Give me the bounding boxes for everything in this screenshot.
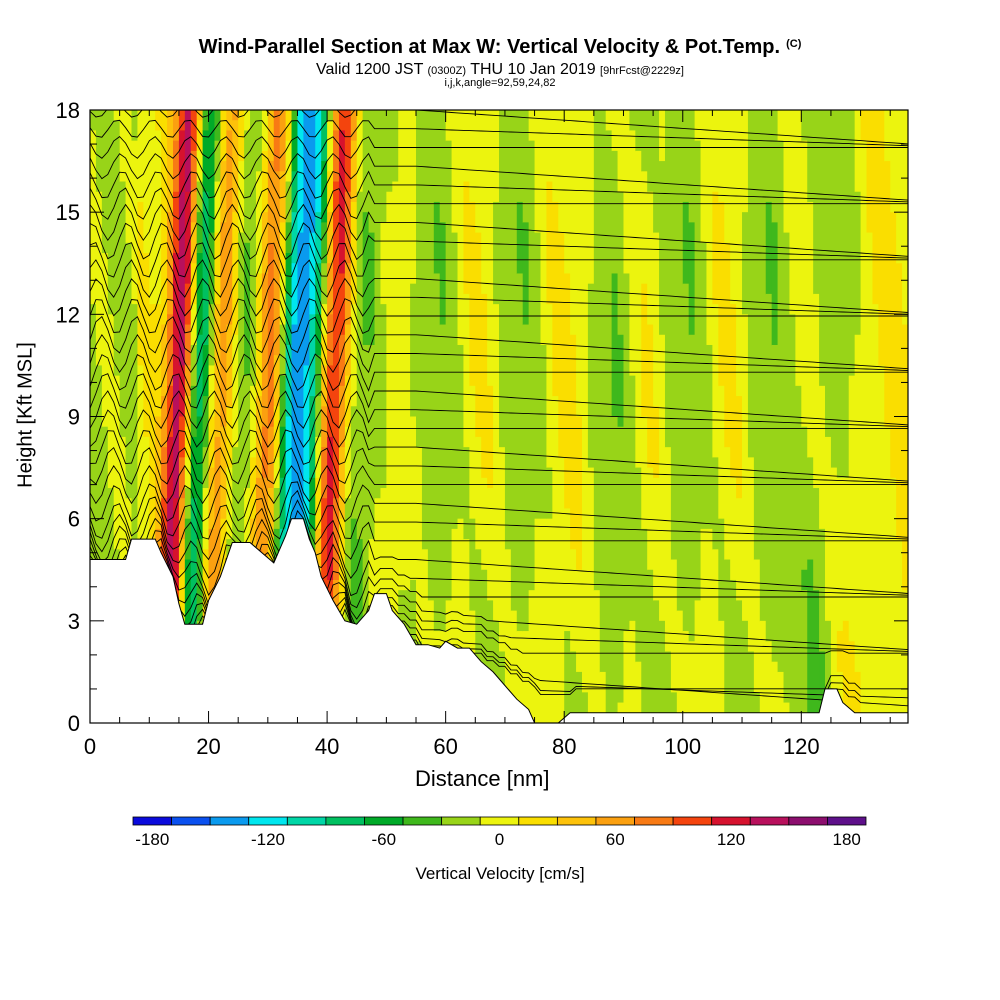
- x-tick-label: 20: [196, 734, 220, 759]
- isentrope-line: [90, 509, 908, 594]
- colorbar-bin: [827, 816, 867, 826]
- colorbar-bin: [749, 816, 790, 826]
- potential-temperature-contours: [90, 86, 908, 707]
- colorbar-tick-label: -120: [251, 830, 285, 849]
- colorbar-bin: [479, 816, 520, 826]
- isentrope-line: [90, 135, 908, 159]
- isentrope-line: [90, 170, 908, 203]
- isentrope-line: [90, 481, 908, 538]
- colorbar-bin: [788, 816, 828, 826]
- isentrope-line: [90, 499, 908, 561]
- colorbar-label: Vertical Velocity [cm/s]: [415, 864, 585, 883]
- valid-date: THU 10 Jan 2019: [470, 61, 596, 78]
- valid-time-subtitle: Valid 1200 JST (0300Z) THU 10 Jan 2019 […: [0, 61, 1000, 79]
- isentrope-line: [90, 408, 908, 448]
- isentrope-line: [90, 465, 908, 505]
- copyright-mark: (C): [786, 38, 802, 50]
- colorbar-bin: [711, 816, 751, 826]
- isentrope-line: [90, 521, 908, 597]
- y-tick-label: 12: [56, 302, 80, 327]
- isentrope-line: [90, 373, 908, 426]
- valid-utc: (0300Z): [427, 65, 467, 77]
- colorbar-tick-label: 120: [717, 830, 745, 849]
- section-parameters: i,j,k,angle=92,59,24,82: [444, 77, 556, 89]
- colorbar-bin: [672, 816, 713, 826]
- colorbar-tick-label: 0: [495, 830, 504, 849]
- isentrope-line: [90, 489, 908, 540]
- colorbar-bin: [248, 816, 288, 826]
- y-tick-label: 15: [56, 200, 80, 225]
- colorbar-bin: [132, 816, 172, 826]
- isentrope-line: [90, 277, 908, 317]
- isentrope-line: [90, 333, 908, 374]
- x-tick-label: 100: [664, 734, 701, 759]
- terrain-mask: [89, 518, 909, 724]
- y-tick-label: 6: [68, 507, 80, 532]
- colorbar: -180 -120 -60 0 60 120 180: [132, 816, 867, 849]
- isentrope-line: [90, 259, 908, 313]
- x-tick-label: 40: [315, 734, 339, 759]
- isentrope-line: [90, 86, 908, 98]
- colorbar-bin: [286, 816, 327, 826]
- colorbar-bin: [325, 816, 365, 826]
- x-axis-label: Distance [nm]: [415, 766, 550, 791]
- isentrope-line: [90, 242, 908, 278]
- colorbar-tick-label: 180: [833, 830, 861, 849]
- colorbar-bin: [595, 816, 635, 826]
- x-tick-label: 80: [552, 734, 576, 759]
- colorbar-bin: [402, 816, 443, 826]
- isentrope-line: [90, 119, 908, 147]
- forecast-info: [9hrFcst@2229z]: [600, 65, 684, 77]
- y-tick-label: 18: [56, 98, 80, 123]
- isentrope-line: [90, 390, 908, 430]
- x-tick-label: 60: [433, 734, 457, 759]
- chart-title: Wind-Parallel Section at Max W: Vertical…: [0, 36, 1000, 59]
- isentrope-line: [90, 429, 908, 482]
- colorbar-tick-label: -60: [372, 830, 397, 849]
- vertical-velocity-field: [90, 110, 908, 723]
- axes: 0 20 40 60 80 100 120 0 3 6 9 12 15 18: [56, 98, 908, 759]
- colorbar-bin: [518, 816, 558, 826]
- isentrope-line: [90, 110, 908, 145]
- x-tick-label: 0: [84, 734, 96, 759]
- colorbar-bin: [441, 816, 481, 826]
- isentrope-line: [90, 203, 908, 257]
- isentrope-line: [90, 187, 908, 220]
- colorbar-bin: [171, 816, 211, 826]
- title-text: Wind-Parallel Section at Max W: Vertical…: [198, 36, 781, 58]
- terrain-profile: [89, 518, 909, 724]
- colorbar-tick-label: 60: [606, 830, 625, 849]
- y-tick-label: 0: [68, 711, 80, 736]
- y-axis-label: Height [Kft MSL]: [14, 342, 37, 488]
- colorbar-bin: [634, 816, 674, 826]
- isentrope-line: [90, 298, 908, 335]
- x-tick-label: 120: [783, 734, 820, 759]
- isentrope-line: [90, 152, 908, 201]
- colorbar-tick-label: -180: [135, 830, 169, 849]
- isentrope-line: [90, 315, 908, 370]
- colorbar-bin: [556, 816, 597, 826]
- isentrope-line: [90, 446, 908, 485]
- isentrope-line: [90, 353, 908, 392]
- y-tick-label: 9: [68, 405, 80, 430]
- colorbar-bin: [364, 816, 404, 826]
- colorbar-bin: [209, 816, 250, 826]
- isentrope-line: [90, 222, 908, 261]
- y-tick-label: 3: [68, 609, 80, 634]
- valid-prefix: Valid 1200 JST: [316, 61, 424, 78]
